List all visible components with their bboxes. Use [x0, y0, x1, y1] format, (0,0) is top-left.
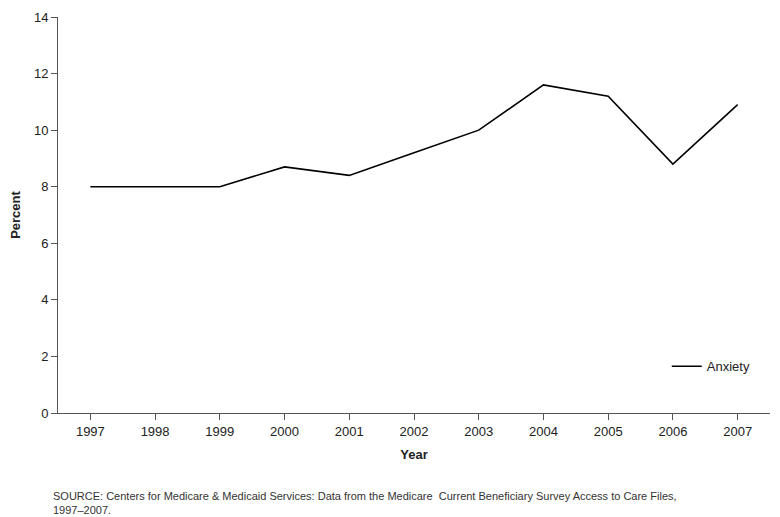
svg-text:2004: 2004: [529, 424, 558, 439]
svg-text:6: 6: [41, 236, 48, 251]
svg-text:8: 8: [41, 179, 48, 194]
svg-text:2003: 2003: [464, 424, 493, 439]
svg-text:2: 2: [41, 349, 48, 364]
svg-text:2006: 2006: [658, 424, 687, 439]
svg-text:2005: 2005: [594, 424, 623, 439]
svg-text:1998: 1998: [141, 424, 170, 439]
svg-text:Anxiety: Anxiety: [707, 359, 750, 374]
svg-text:2002: 2002: [400, 424, 429, 439]
svg-text:2007: 2007: [723, 424, 752, 439]
svg-text:12: 12: [34, 66, 48, 81]
svg-text:10: 10: [34, 123, 48, 138]
svg-text:2000: 2000: [270, 424, 299, 439]
svg-text:4: 4: [41, 292, 48, 307]
svg-text:Percent: Percent: [8, 190, 23, 238]
svg-text:0: 0: [41, 406, 48, 421]
svg-text:1997: 1997: [76, 424, 105, 439]
svg-text:SOURCE: Centers for Medicare &: SOURCE: Centers for Medicare & Medicaid …: [53, 490, 677, 516]
svg-text:14: 14: [34, 10, 48, 25]
svg-text:Year: Year: [400, 447, 427, 462]
svg-text:2001: 2001: [335, 424, 364, 439]
svg-text:1999: 1999: [205, 424, 234, 439]
